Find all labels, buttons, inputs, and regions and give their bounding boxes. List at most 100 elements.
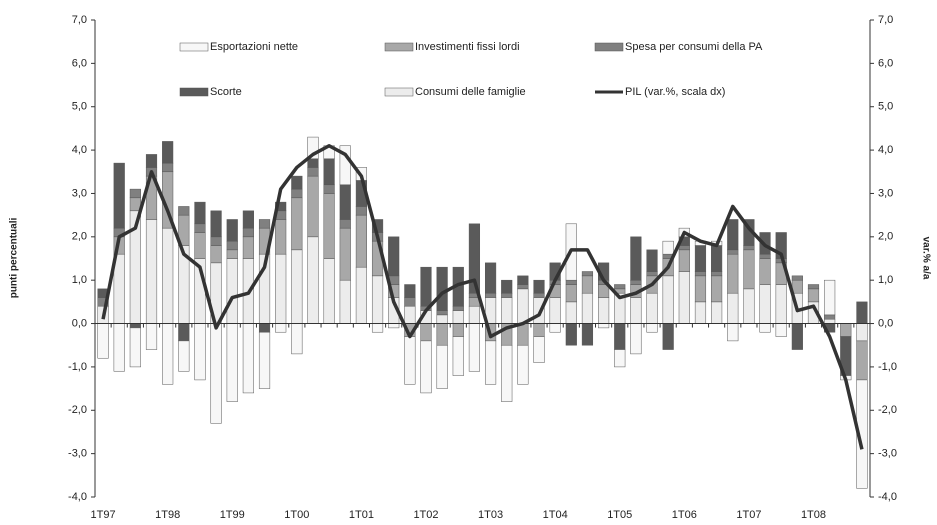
bar-segment: [614, 349, 626, 368]
x-tick-label: 1T05: [607, 509, 632, 521]
bar-segment: [275, 323, 287, 333]
bar-segment: [759, 258, 771, 285]
bar-segment: [291, 249, 303, 324]
x-tick-label: 1T98: [155, 509, 180, 521]
bar-segment: [355, 266, 367, 324]
bar-segment: [129, 327, 141, 368]
bar-segment: [452, 310, 464, 324]
bar-segment: [565, 301, 577, 324]
bar-segment: [694, 275, 707, 303]
bar-segment: [759, 323, 771, 333]
bar-segment: [162, 162, 174, 173]
bar-segment: [678, 271, 690, 324]
bar-segment: [549, 297, 561, 324]
bar-segment: [646, 292, 658, 324]
bar-segment: [420, 266, 432, 307]
bar-segment: [323, 193, 335, 259]
y-tick-label: -1,0: [68, 361, 87, 373]
legend-label: Investimenti fissi lordi: [415, 41, 520, 53]
bar-segment: [533, 336, 545, 363]
bar-segment: [242, 236, 254, 259]
bar-segment: [242, 323, 254, 394]
bar-segment: [291, 197, 303, 251]
bar-segment: [517, 344, 529, 385]
bar-segment: [727, 253, 739, 294]
bar-segment: [178, 323, 190, 342]
legend-swatch: [594, 42, 624, 52]
legend-swatch: [384, 42, 414, 52]
y2-tick-label: 5,0: [878, 101, 893, 113]
y2-tick-label: 7,0: [878, 14, 893, 26]
legend-swatch: [384, 87, 414, 97]
y2-tick-label: -1,0: [878, 361, 897, 373]
bar-segment: [452, 305, 464, 311]
bar-segment: [856, 340, 868, 381]
bar-segment: [484, 262, 497, 294]
bar-segment: [646, 249, 658, 272]
bar-segment: [824, 279, 836, 316]
bar-segment: [339, 184, 351, 220]
bar-segment: [355, 214, 367, 268]
bar-segment: [630, 297, 642, 324]
y2-tick-label: -2,0: [878, 404, 897, 416]
bar-segment: [113, 162, 125, 229]
bar-segment: [129, 323, 141, 329]
bar-segment: [501, 344, 513, 402]
bar-segment: [145, 219, 158, 324]
bar-segment: [436, 266, 448, 311]
y2-tick-label: -4,0: [878, 491, 897, 503]
bar-segment: [452, 336, 464, 376]
bar-segment: [824, 314, 836, 320]
bar-segment: [533, 279, 545, 294]
bar-segment: [339, 145, 351, 186]
bar-segment: [371, 275, 384, 324]
bar-segment: [598, 323, 610, 329]
bar-segment: [501, 297, 513, 324]
x-tick-label: 1T97: [91, 509, 116, 521]
bar-segment: [291, 175, 303, 190]
bar-segment: [291, 188, 303, 199]
bar-segment: [420, 340, 432, 394]
bar-segment: [662, 240, 674, 255]
bar-segment: [598, 297, 610, 324]
bar-segment: [194, 201, 206, 225]
bar-segment: [226, 249, 238, 259]
bar-segment: [565, 279, 577, 285]
x-tick-label: 1T01: [349, 509, 374, 521]
legend-label: Esportazioni nette: [210, 41, 298, 53]
bar-segment: [565, 284, 577, 303]
y2-tick-label: 0,0: [878, 317, 893, 329]
bar-segment: [468, 305, 481, 324]
bar-segment: [614, 323, 626, 350]
bar-segment: [436, 323, 448, 346]
bar-segment: [791, 323, 803, 350]
bar-segment: [517, 284, 529, 290]
legend-label: PIL (var.%, scala dx): [625, 86, 725, 98]
bar-segment: [468, 223, 481, 294]
bar-segment: [501, 292, 513, 298]
bar-segment: [614, 284, 626, 290]
bar-segment: [258, 323, 271, 333]
bar-segment: [226, 258, 238, 324]
bar-segment: [775, 323, 787, 337]
pil-line: [101, 144, 864, 450]
bar-segment: [404, 336, 416, 385]
bar-segment: [452, 323, 464, 337]
bar-segment: [226, 219, 238, 242]
bar-segment: [162, 141, 174, 164]
bar-segment: [307, 167, 319, 177]
bar-segment: [339, 279, 351, 324]
y-tick-label: -3,0: [68, 448, 87, 460]
bar-segment: [129, 188, 141, 199]
bar-segment: [404, 305, 416, 324]
y2-tick-label: 3,0: [878, 187, 893, 199]
bar-segment: [807, 284, 820, 290]
bar-segment: [388, 236, 400, 277]
bar-segment: [549, 323, 561, 333]
bar-segment: [420, 323, 432, 342]
y-tick-label: -4,0: [68, 491, 87, 503]
bar-segment: [743, 249, 755, 290]
bar-segment: [307, 175, 319, 238]
bar-segment: [162, 227, 174, 324]
